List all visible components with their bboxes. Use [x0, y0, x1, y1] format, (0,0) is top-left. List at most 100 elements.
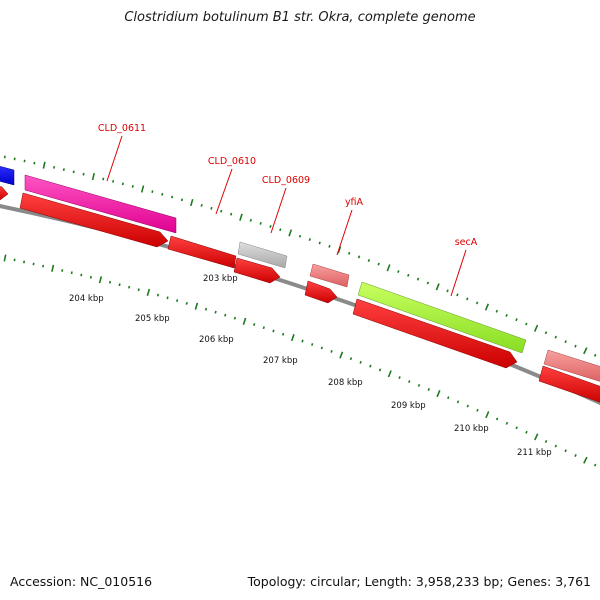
outer-tick-3: [23, 159, 26, 163]
scale-tick-36: [349, 357, 353, 361]
outer-tick-24: [230, 212, 233, 216]
outer-tick-35: [337, 246, 342, 254]
scale-tick-12: [118, 283, 121, 287]
outer-tick-42: [407, 273, 410, 277]
scale-tick-31: [301, 339, 304, 343]
gene-labels: CLD_0611 CLD_0610 CLD_0609 yfiA secA: [98, 123, 478, 248]
scale-tick-24: [233, 316, 237, 320]
scale-tick-40: [387, 370, 392, 378]
scale-tick-3: [32, 262, 35, 266]
outer-tick-23: [220, 209, 223, 213]
genome-title: Clostridium botulinum B1 str. Okra, comp…: [124, 10, 476, 25]
outer-tick-8: [72, 170, 75, 174]
outer-tick-57: [554, 335, 558, 339]
scale-tick-15: [146, 288, 151, 297]
scale-tick-4: [42, 264, 45, 268]
outer-tick-10: [91, 173, 95, 181]
gene-red-arrow-6[interactable]: [352, 298, 518, 369]
gene-secA[interactable]: [357, 281, 527, 354]
outer-tick-39: [377, 262, 380, 266]
scale-tick-51: [495, 417, 499, 421]
gene-red-arrow-1[interactable]: [0, 185, 9, 201]
genome-stats-text: Topology: circular; Length: 3,958,233 bp…: [247, 574, 591, 589]
gene-red-arrow-7[interactable]: [538, 365, 600, 404]
scale-tick-59: [574, 454, 577, 457]
outer-tick-59: [574, 344, 577, 348]
scale-label-209: 209 kbp: [391, 401, 426, 411]
scale-tick-ring: [3, 254, 597, 467]
scale-tick-35: [339, 351, 344, 359]
scale-tick-23: [224, 313, 227, 317]
outer-tick-58: [564, 340, 567, 344]
scale-tick-39: [378, 368, 382, 372]
gene-label-CLD_0611[interactable]: CLD_0611: [98, 123, 146, 134]
gene-label-CLD_0610[interactable]: CLD_0610: [208, 156, 256, 167]
reverse-strand-genes: [0, 185, 600, 404]
scale-label-205: 205 kbp: [135, 314, 170, 324]
scale-tick-43: [417, 383, 421, 387]
outer-tick-52: [505, 313, 508, 317]
gene-yfiA[interactable]: [309, 263, 350, 288]
gene-CLD_0609[interactable]: [237, 241, 288, 269]
outer-tick-41: [397, 270, 400, 273]
scale-tick-30: [290, 334, 295, 342]
outer-tick-38: [367, 259, 371, 262]
gene-red-arrow-5[interactable]: [304, 280, 338, 304]
scale-tick-8: [80, 273, 83, 277]
outer-tick-47: [456, 293, 459, 297]
gene-red-arrow-2[interactable]: [19, 192, 169, 248]
outer-tick-33: [318, 241, 321, 245]
scale-tick-33: [320, 346, 324, 350]
gene-label-CLD_0609[interactable]: CLD_0609: [262, 175, 310, 186]
scale-tick-7: [70, 271, 73, 275]
outer-tick-14: [131, 184, 134, 188]
outer-tick-25: [239, 213, 243, 221]
scale-tick-22: [214, 310, 217, 314]
scale-tick-44: [427, 388, 430, 391]
outer-tick-43: [416, 277, 420, 281]
outer-tick-4: [33, 161, 36, 165]
gene-label-yfiA[interactable]: yfiA: [345, 197, 364, 208]
outer-tick-18: [171, 195, 174, 199]
gene-label-secA[interactable]: secA: [455, 237, 478, 248]
outer-tick-53: [515, 318, 518, 322]
scale-tick-1: [13, 258, 16, 262]
outer-tick-32: [308, 238, 311, 242]
scale-tick-28: [272, 329, 275, 333]
outer-tick-21: [200, 203, 203, 207]
gene-salmon-right[interactable]: [543, 349, 600, 383]
scale-tick-57: [554, 444, 558, 448]
scale-labels: 203 kbp 204 kbp 205 kbp 206 kbp 207 kbp …: [69, 274, 552, 458]
scale-tick-25: [242, 317, 247, 325]
outer-tick-30: [288, 229, 293, 237]
scale-tick-49: [476, 408, 479, 412]
outer-tick-34: [328, 244, 331, 248]
scale-tick-37: [359, 360, 362, 364]
outer-tick-50: [484, 303, 490, 311]
outer-tick-17: [161, 192, 164, 196]
scale-tick-16: [156, 293, 160, 297]
scale-tick-5: [51, 264, 55, 272]
gene-red-arrow-3[interactable]: [167, 235, 237, 269]
scale-tick-19: [185, 301, 188, 305]
scale-tick-52: [505, 421, 509, 425]
outer-tick-51: [495, 309, 499, 313]
scale-tick-13: [128, 285, 131, 289]
scale-label-207: 207 kbp: [263, 356, 298, 366]
scale-tick-41: [398, 376, 401, 379]
scale-label-203: 203 kbp: [203, 274, 238, 284]
gene-blue-feature[interactable]: [0, 165, 15, 186]
scale-tick-50: [485, 411, 490, 419]
gene-CLD_0611[interactable]: [24, 174, 177, 234]
outer-tick-26: [249, 218, 252, 222]
scale-label-208: 208 kbp: [328, 378, 363, 388]
outer-tick-40: [386, 264, 391, 272]
outer-tick-56: [544, 331, 548, 335]
outer-tick-29: [279, 228, 282, 232]
scale-label-211: 211 kbp: [517, 448, 552, 458]
outer-tick-31: [298, 234, 302, 238]
gene-red-arrow-4[interactable]: [233, 257, 281, 284]
scale-tick-53: [515, 426, 518, 430]
scale-tick-34: [330, 350, 333, 353]
